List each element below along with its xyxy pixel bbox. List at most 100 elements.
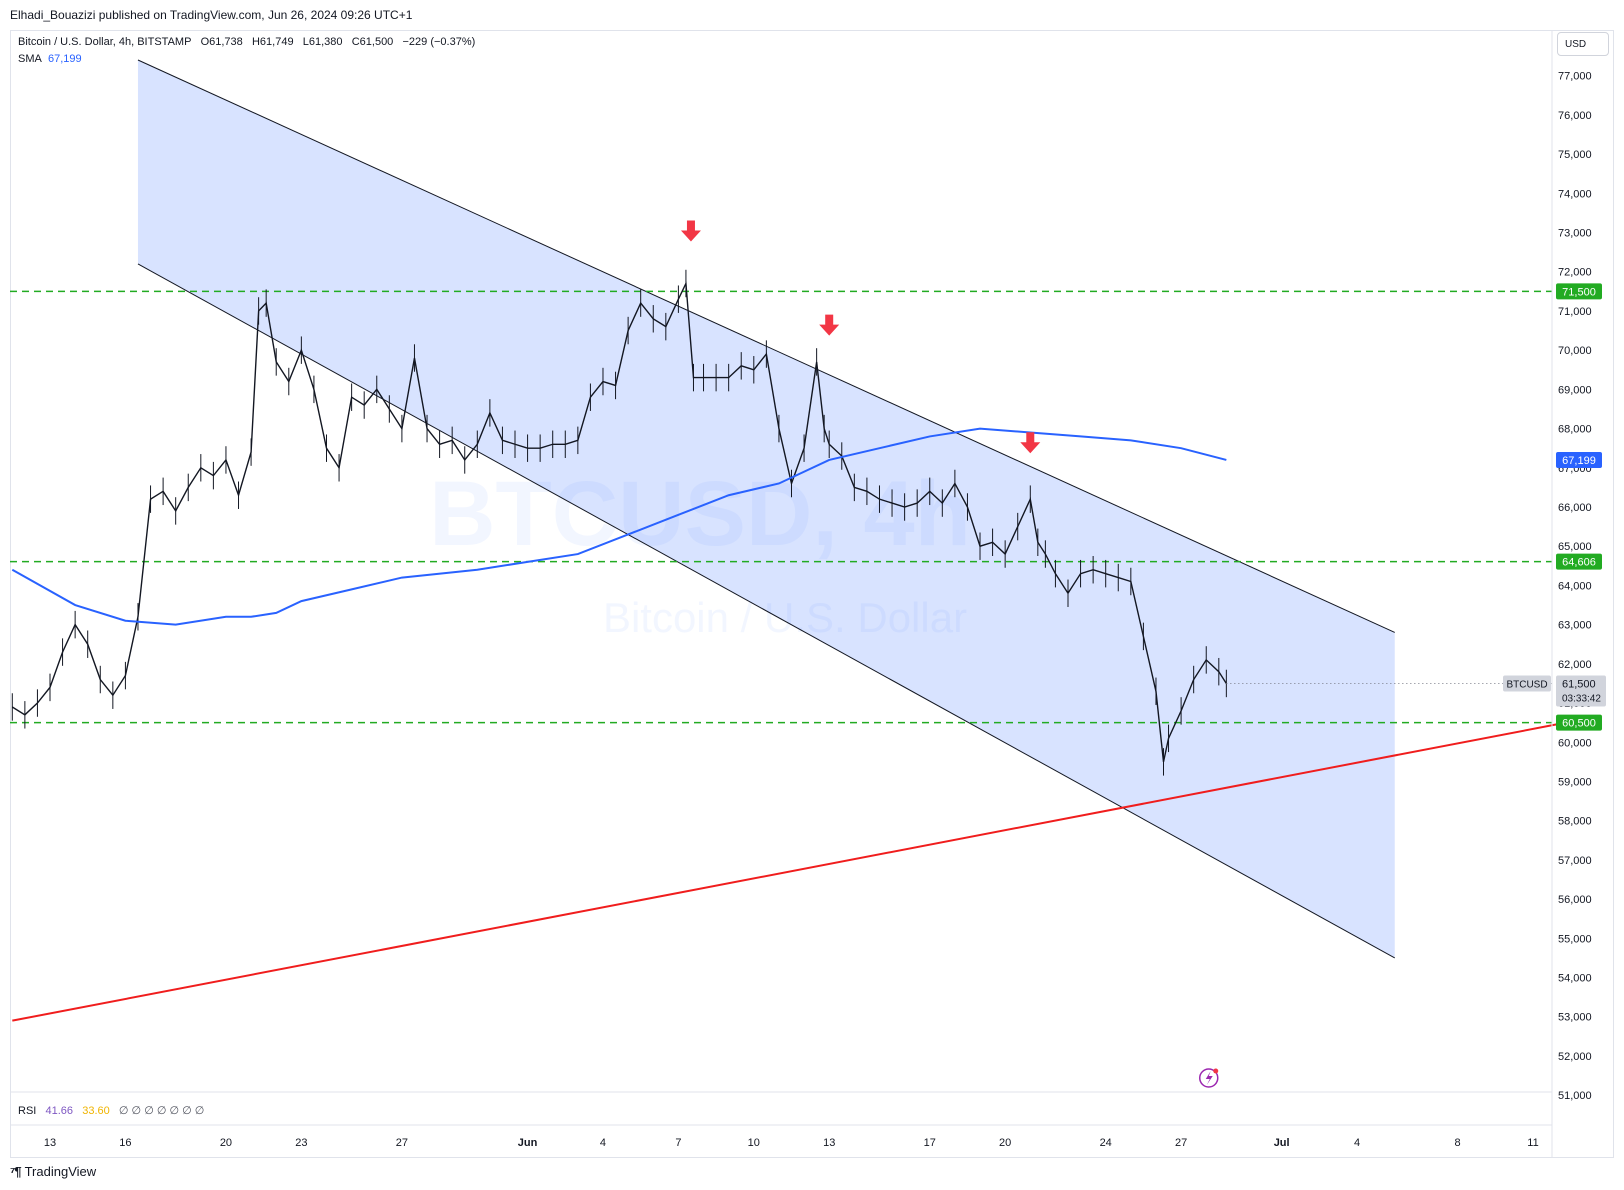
low-value: 61,380: [308, 36, 343, 48]
open-label: O: [200, 36, 210, 48]
price-tick-label: 63,000: [1558, 620, 1592, 632]
time-tick-label: 24: [1100, 1137, 1112, 1149]
price-tick-label: 75,000: [1558, 149, 1592, 161]
price-tick-label: 68,000: [1558, 424, 1592, 436]
time-tick-label: 27: [1175, 1137, 1187, 1149]
tradingview-logo-icon: ⁷¶: [10, 1164, 22, 1179]
price-tick-label: 62,000: [1558, 659, 1592, 671]
down-arrow-2: [1020, 432, 1041, 454]
price-tag-label-0: 71,500: [1562, 286, 1596, 298]
channel-layer: [137, 59, 1395, 959]
sma-label: SMA: [18, 53, 42, 65]
watermark-name: Bitcoin / U.S. Dollar: [603, 594, 967, 641]
price-tick-label: 69,000: [1558, 384, 1592, 396]
time-tick-label: 11: [1527, 1137, 1538, 1149]
price-tick-label: 71,000: [1558, 306, 1592, 318]
rsi-legend-row[interactable]: RSI 41.66 33.60 ∅ ∅ ∅ ∅ ∅ ∅ ∅: [18, 1104, 204, 1117]
price-tick-label: 54,000: [1558, 973, 1592, 985]
lightning-bolt: [1205, 1071, 1213, 1085]
price-tick-label: 74,000: [1558, 188, 1592, 200]
price-tick-label: 56,000: [1558, 894, 1592, 906]
notification-dot: [1213, 1068, 1219, 1074]
price-tag-label-2: 64,606: [1562, 557, 1596, 569]
watermark-ticker: BTCUSD, 4h: [429, 463, 971, 565]
down-arrow-0: [680, 220, 701, 242]
sma-value: 67,199: [47, 53, 82, 65]
price-tick-label: 57,000: [1558, 855, 1592, 867]
price-tick-label: 73,000: [1558, 228, 1592, 240]
time-tick-label: 13: [823, 1137, 835, 1149]
price-tag-label-3: 60,500: [1562, 718, 1596, 730]
tradingview-logo: ⁷¶ TradingView: [10, 1164, 96, 1179]
time-tick-label: 20: [999, 1137, 1011, 1149]
high-label: H: [251, 36, 260, 48]
publish-line: Elhadi_Bouazizi published on TradingView…: [10, 8, 413, 22]
channel-lower-line: [137, 263, 1395, 959]
time-tick-label: 4: [600, 1137, 606, 1149]
price-axis[interactable]: 51,000 52,000 53,000 54,000 55,000 56,000 57,0…: [1551, 30, 1592, 1158]
low-label: L: [302, 36, 309, 48]
price-tick-label: 77,000: [1558, 71, 1592, 83]
channel-fill: [137, 60, 1395, 958]
last-price-symbol-tag: [1503, 675, 1551, 692]
sma-layer: [11, 427, 1227, 626]
rsi-ma-value: 33.60: [82, 1105, 110, 1117]
last-price-value: 61,500: [1562, 678, 1596, 690]
trendline-layer: [12, 721, 1566, 1022]
last-price-countdown: 03:33:42: [1562, 693, 1601, 704]
price-layer: [11, 269, 1552, 776]
close-value: 61,500: [359, 36, 394, 48]
price-tick-label: 70,000: [1558, 345, 1592, 357]
price-tick-label: 76,000: [1558, 110, 1592, 122]
time-tick-label: 10: [748, 1137, 760, 1149]
time-tick-label: 16: [119, 1137, 131, 1149]
time-tick-label: 8: [1455, 1137, 1461, 1149]
chart-frame: [10, 30, 1614, 1158]
arrow-layer: [680, 220, 1041, 454]
time-tick-label: Jul: [1274, 1137, 1290, 1149]
price-tick-label: 52,000: [1558, 1051, 1592, 1063]
price-tags: 71,500 67,199 64,606 60,500 BTCUSD 61,500 03:3…: [1503, 283, 1606, 731]
price-tick-label: 60,000: [1558, 737, 1592, 749]
lightning-icon: [1199, 1068, 1219, 1088]
close-label: C: [351, 36, 360, 48]
price-tag-0: [1556, 283, 1602, 300]
time-tick-label: 23: [295, 1137, 307, 1149]
sma-line: [11, 427, 1227, 626]
support-trendline: [12, 721, 1566, 1022]
time-tick-label: Jun: [518, 1137, 538, 1149]
time-tick-label: 17: [924, 1137, 936, 1149]
price-tag-3: [1556, 714, 1602, 731]
last-price-tag: [1556, 675, 1606, 707]
price-tick-label: 51,000: [1558, 1090, 1592, 1102]
symbol-legend-row[interactable]: Bitcoin / U.S. Dollar, 4h, BITSTAMP O61,…: [18, 34, 475, 51]
price-tag-1: [1556, 451, 1602, 468]
last-price-symbol: BTCUSD: [1506, 679, 1547, 690]
price-tick-label: 58,000: [1558, 816, 1592, 828]
time-axis[interactable]: 13 16 20 23 27 Jun 4 7 10 13 17 20 24 27 Jul 4 8 11: [10, 1091, 1552, 1149]
high-value: 61,749: [259, 36, 294, 48]
chart-legend: Bitcoin / U.S. Dollar, 4h, BITSTAMP O61,…: [18, 34, 475, 68]
rsi-value: 41.66: [45, 1105, 74, 1117]
price-tick-label: 53,000: [1558, 1012, 1592, 1024]
sma-legend-row[interactable]: SMA 67,199: [18, 51, 475, 68]
watermark: BTCUSD, 4h Bitcoin / U.S. Dollar: [429, 463, 971, 641]
time-tick-label: 7: [675, 1137, 681, 1149]
price-tick-label: 72,000: [1558, 267, 1592, 279]
price-tag-2: [1556, 553, 1602, 570]
rsi-hidden-markers: ∅ ∅ ∅ ∅ ∅ ∅ ∅: [118, 1105, 205, 1117]
tradingview-logo-text: TradingView: [24, 1164, 97, 1179]
levels-layer: [10, 290, 1552, 724]
time-tick-label: 13: [44, 1137, 56, 1149]
open-value: 61,738: [209, 36, 243, 48]
currency-button[interactable]: USD: [1557, 32, 1609, 56]
rsi-label: RSI: [18, 1105, 37, 1117]
time-tick-label: 20: [220, 1137, 232, 1149]
price-tick-label: 55,000: [1558, 933, 1592, 945]
down-arrow-1: [819, 314, 840, 336]
symbol-title: Bitcoin / U.S. Dollar, 4h, BITSTAMP: [18, 36, 192, 48]
price-tick-label: 65,000: [1558, 541, 1592, 553]
price-tick-label: 66,000: [1558, 502, 1592, 514]
time-tick-label: 4: [1354, 1137, 1360, 1149]
